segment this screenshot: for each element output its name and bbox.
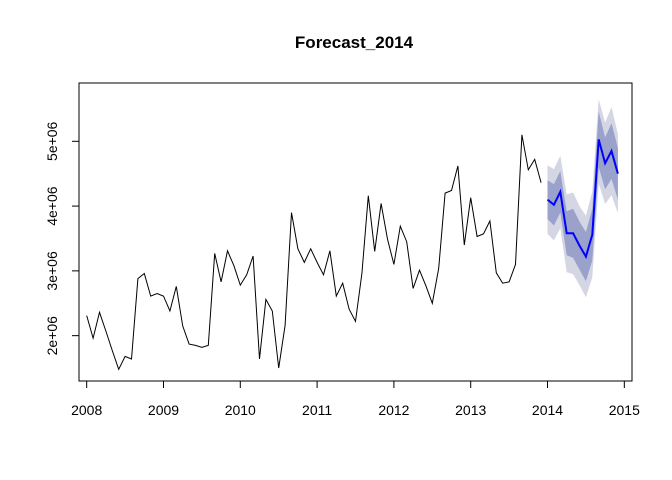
x-tick-label: 2011	[302, 402, 332, 418]
x-tick-label: 2015	[609, 402, 640, 418]
y-tick-label: 3e+06	[44, 251, 60, 291]
x-axis-ticks: 2008 2009 2010 2011 2012 2013 2014 2015	[71, 381, 640, 418]
chart-title: Forecast_2014	[295, 33, 414, 52]
y-axis-ticks: 2e+06 3e+06 4e+06 5e+06	[44, 121, 79, 355]
x-tick-label: 2009	[148, 402, 179, 418]
x-tick-label: 2008	[71, 402, 102, 418]
forecast-mean-line	[546, 139, 619, 260]
y-tick-label: 4e+06	[44, 186, 60, 226]
plot-area	[86, 99, 619, 371]
x-tick-label: 2013	[455, 402, 486, 418]
y-tick-label: 5e+06	[44, 121, 60, 161]
y-tick-label: 2e+06	[44, 316, 60, 356]
x-tick-label: 2014	[532, 402, 563, 418]
x-tick-label: 2010	[225, 402, 256, 418]
x-tick-label: 2012	[378, 402, 409, 418]
history-series-line	[86, 134, 542, 371]
forecast-80-interval-band	[547, 111, 618, 282]
axes: 2008 2009 2010 2011 2012 2013 2014 2015 2e+06 3e+…	[44, 121, 640, 418]
